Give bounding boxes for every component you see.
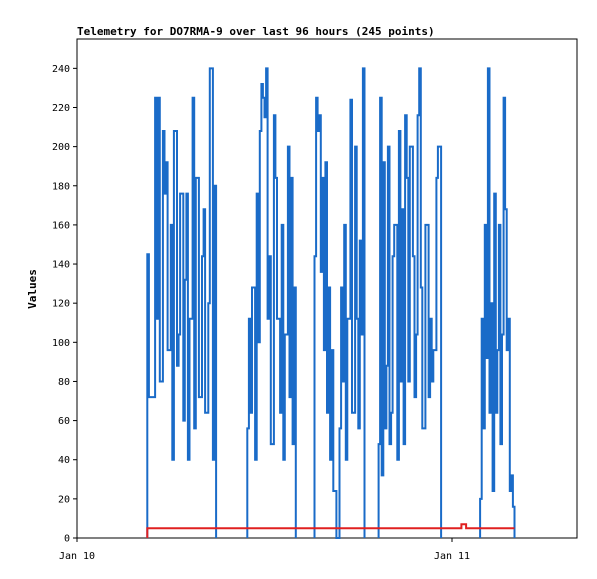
y-tick-label: 80 bbox=[58, 377, 70, 388]
series-0-segment-2 bbox=[313, 67, 366, 539]
y-axis: 0 20 40 60 80 100 120 140 160 180 200 220 240 bbox=[52, 64, 77, 545]
series-0-segment-1 bbox=[246, 67, 297, 538]
y-tick-label: 60 bbox=[58, 416, 70, 427]
y-tick-label: 40 bbox=[58, 455, 70, 466]
series-layer bbox=[146, 67, 516, 539]
y-tick-label: 20 bbox=[58, 494, 70, 505]
y-tick-label: 120 bbox=[52, 299, 70, 310]
y-tick-label: 240 bbox=[52, 64, 70, 75]
x-axis: Jan 10 Jan 11 bbox=[59, 538, 470, 562]
y-tick-label: 160 bbox=[52, 220, 70, 231]
y-tick-label: 100 bbox=[52, 338, 70, 349]
series-0-segment-0 bbox=[146, 67, 218, 538]
y-axis-label: Values bbox=[26, 269, 39, 309]
y-tick-label: 220 bbox=[52, 103, 70, 114]
series-0-segment-3 bbox=[377, 67, 443, 538]
y-tick-label: 200 bbox=[52, 142, 70, 153]
x-tick-label: Jan 10 bbox=[59, 551, 95, 562]
chart-title: Telemetry for DO7RMA-9 over last 96 hour… bbox=[77, 25, 435, 38]
y-tick-label: 180 bbox=[52, 181, 70, 192]
y-tick-label: 140 bbox=[52, 260, 70, 271]
series-1-segment-0 bbox=[146, 523, 515, 538]
y-tick-label: 0 bbox=[64, 534, 70, 545]
x-tick-label: Jan 11 bbox=[434, 551, 470, 562]
series-0-segment-4 bbox=[479, 67, 516, 538]
